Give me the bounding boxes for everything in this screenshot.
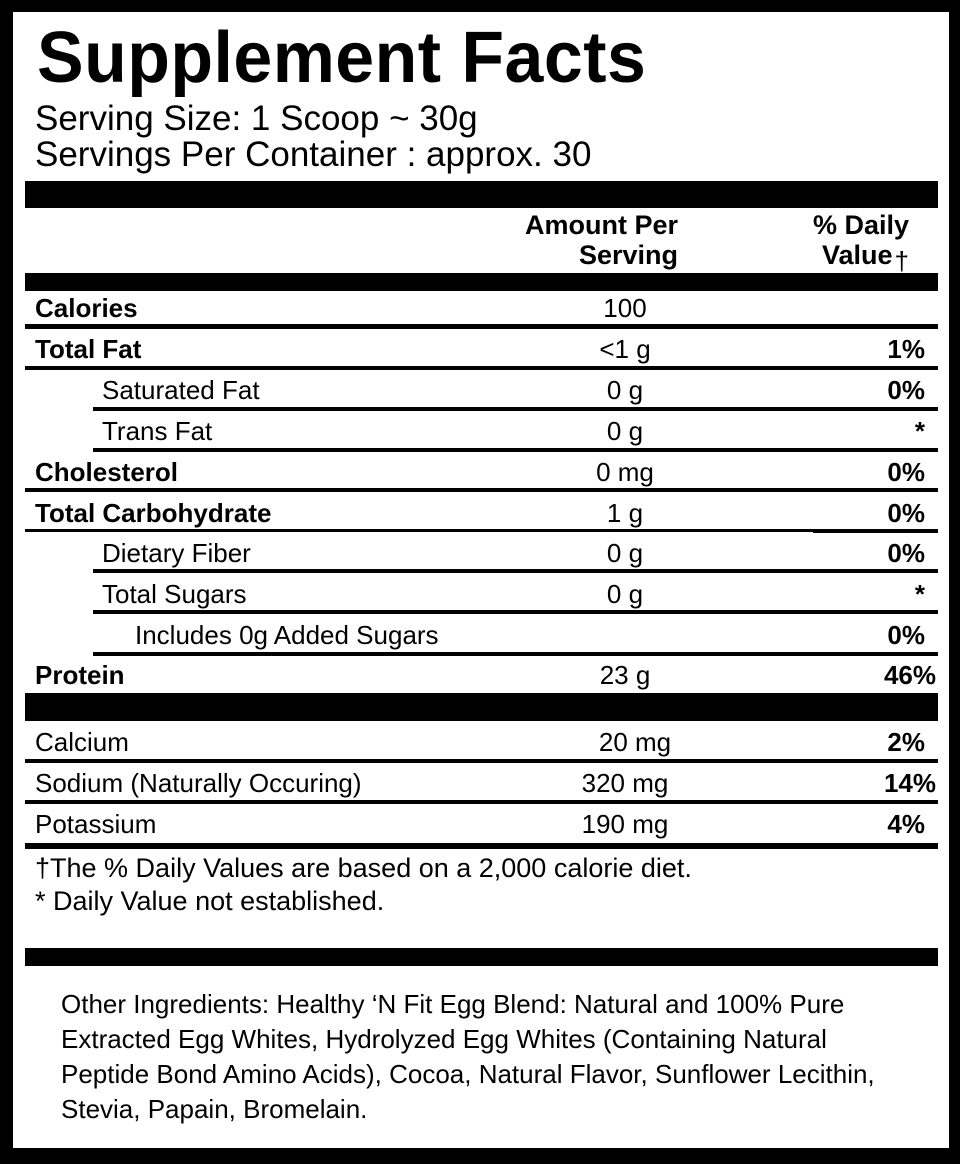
dv-header-line2: Value: [821, 240, 893, 270]
nutrient-name: Total Carbohydrate: [35, 498, 272, 528]
mineral-amount: 320 mg: [581, 768, 669, 798]
nutrient-dv: 0%: [887, 498, 925, 528]
amount-header-line1: Amount Per: [524, 210, 678, 240]
nutrient-amount: <1 g: [599, 334, 651, 364]
row-divider: [25, 366, 938, 370]
nutrient-amount: 23 g: [599, 660, 651, 690]
dagger-marker: †: [894, 246, 909, 276]
mineral-dv: 4%: [887, 809, 925, 839]
servings-per-container: Servings Per Container : approx. 30: [35, 135, 592, 174]
mineral-name: Potassium: [35, 809, 157, 839]
mineral-amount: 190 mg: [581, 809, 669, 839]
row-divider: [93, 610, 938, 614]
amount-header-line2: Serving: [578, 240, 678, 270]
other-ingredients: Other Ingredients: Healthy ‘N Fit Egg Bl…: [61, 989, 875, 1124]
nutrient-name: Saturated Fat: [102, 375, 260, 405]
mineral-name: Calcium: [35, 727, 129, 757]
mineral-dv: 2%: [887, 727, 925, 757]
thick-divider-ingredients: [25, 948, 938, 966]
nutrient-name: Cholesterol: [35, 457, 179, 487]
supplement-facts-panel: Supplement Facts Serving Size: 1 Scoop ~…: [13, 12, 949, 1148]
nutrient-dv: 0%: [887, 457, 925, 487]
nutrient-amount: 0 g: [606, 375, 644, 405]
row-divider: [25, 529, 938, 532]
nutrient-dv: 0%: [887, 375, 925, 405]
row-divider: [93, 569, 938, 573]
row-divider: [93, 652, 938, 656]
nutrient-amount: 0 g: [606, 416, 644, 446]
nutrient-amount: 0 g: [606, 579, 644, 609]
thick-divider-header: [25, 273, 938, 291]
mineral-dv: 14%: [883, 768, 936, 798]
mineral-name: Sodium (Naturally Occuring): [35, 768, 362, 798]
nutrient-amount: 0 mg: [596, 457, 654, 487]
row-divider: [93, 448, 938, 452]
thick-divider-minerals: [25, 693, 938, 721]
label-title: Supplement Facts: [37, 18, 647, 98]
nutrient-name: Includes 0g Added Sugars: [135, 620, 439, 650]
row-divider-thick: [25, 843, 938, 849]
thick-divider-top: [25, 181, 938, 208]
nutrient-name: Total Sugars: [102, 579, 247, 609]
mineral-amount: 20 mg: [598, 727, 672, 757]
amount-per-serving-header: Amount Per Serving: [453, 210, 678, 270]
nutrient-amount: 100: [603, 293, 647, 323]
nutrient-name: Dietary Fiber: [102, 538, 251, 568]
nutrient-dv: 1%: [887, 334, 925, 364]
row-divider: [25, 800, 938, 804]
row-divider: [93, 407, 938, 411]
row-divider: [25, 324, 938, 329]
footnote-not-established: * Daily Value not established.: [35, 886, 385, 916]
row-divider-accent: [813, 529, 938, 533]
nutrient-name: Calories: [35, 293, 138, 323]
nutrient-dv: 0%: [887, 538, 925, 568]
row-divider: [25, 488, 938, 492]
nutrient-name: Trans Fat: [102, 416, 213, 446]
daily-value-header: % Daily Value†: [753, 210, 909, 276]
nutrient-dv: *: [914, 579, 925, 609]
nutrient-dv: *: [914, 416, 925, 446]
nutrient-name: Protein: [35, 660, 125, 690]
nutrient-dv: 0%: [887, 620, 925, 650]
footnote-daily-value: †The % Daily Values are based on a 2,000…: [35, 853, 692, 883]
row-divider: [25, 759, 938, 763]
dv-header-line1: % Daily: [812, 210, 909, 240]
nutrient-name: Total Fat: [35, 334, 142, 364]
nutrient-amount: 1 g: [606, 498, 644, 528]
nutrient-amount: 0 g: [606, 538, 644, 568]
serving-size: Serving Size: 1 Scoop ~ 30g: [35, 99, 478, 138]
nutrient-dv: 46%: [883, 660, 936, 690]
